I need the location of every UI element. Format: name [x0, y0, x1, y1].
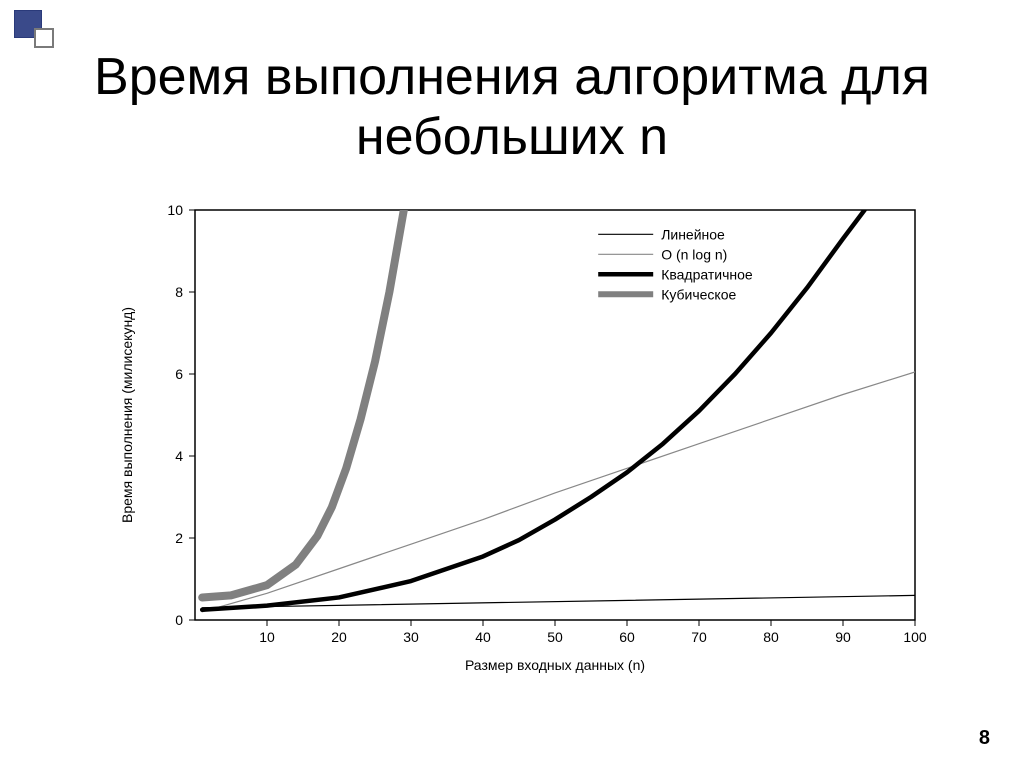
svg-text:O (n log n): O (n log n): [661, 246, 727, 262]
svg-text:100: 100: [903, 629, 927, 645]
svg-text:20: 20: [331, 629, 347, 645]
svg-text:6: 6: [175, 366, 183, 382]
complexity-chart: 0 2 4 6 8 10 10 20 30 40 50 60 70 80 90 100 Размер входн…: [110, 200, 930, 680]
svg-text:40: 40: [475, 629, 491, 645]
svg-text:10: 10: [259, 629, 275, 645]
deco-square-outline: [34, 28, 54, 48]
svg-text:80: 80: [763, 629, 779, 645]
svg-text:Кубическое: Кубическое: [661, 286, 736, 302]
svg-text:Время выполнения (милисекунд): Время выполнения (милисекунд): [119, 307, 135, 523]
svg-text:30: 30: [403, 629, 419, 645]
svg-text:Линейное: Линейное: [661, 226, 725, 242]
page-number: 8: [979, 727, 990, 750]
svg-text:8: 8: [175, 284, 183, 300]
svg-text:70: 70: [691, 629, 707, 645]
slide-title: Время выполнения алгоритма для небольших…: [0, 48, 1024, 168]
svg-text:10: 10: [167, 202, 183, 218]
svg-text:4: 4: [175, 448, 183, 464]
svg-text:Квадратичное: Квадратичное: [661, 266, 753, 282]
svg-text:50: 50: [547, 629, 563, 645]
svg-text:Размер входных данных (n): Размер входных данных (n): [465, 657, 645, 673]
svg-text:90: 90: [835, 629, 851, 645]
svg-text:60: 60: [619, 629, 635, 645]
svg-text:2: 2: [175, 530, 183, 546]
svg-text:0: 0: [175, 612, 183, 628]
